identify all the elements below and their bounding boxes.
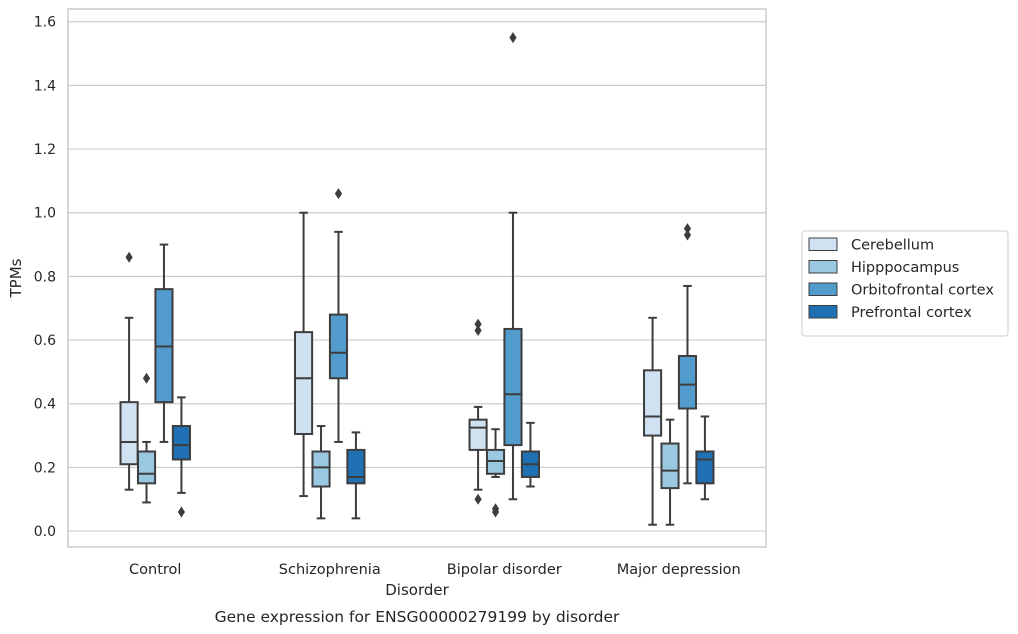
grid-lines xyxy=(68,21,766,532)
box-cerebellum-major-depression xyxy=(643,316,663,526)
box-iqr xyxy=(171,425,191,461)
box-hipppocampus-bipolar-disorder xyxy=(485,428,506,518)
x-tick-label: Schizophrenia xyxy=(279,562,381,578)
chart-caption: Gene expression for ENSG00000279199 by d… xyxy=(215,608,620,626)
x-tick-label: Control xyxy=(129,562,181,578)
outlier-point xyxy=(474,318,482,330)
box-iqr xyxy=(119,401,139,466)
x-tick-label: Bipolar disorder xyxy=(447,562,562,578)
y-tick-label: 0.2 xyxy=(34,460,56,476)
outlier-point xyxy=(142,372,151,384)
y-tick-label: 0.4 xyxy=(34,397,56,413)
x-tick-label: Major depression xyxy=(617,562,741,578)
box-cerebellum-control xyxy=(119,251,139,491)
box-iqr xyxy=(677,354,698,410)
box-iqr xyxy=(660,442,680,490)
box-iqr xyxy=(136,450,157,485)
box-cerebellum-bipolar-disorder xyxy=(468,318,488,505)
y-tick-label: 0.6 xyxy=(34,333,56,349)
y-tick-label: 1.2 xyxy=(34,142,56,158)
legend-label: Prefrontal cortex xyxy=(851,305,972,321)
box-hipppocampus-schizophrenia xyxy=(311,425,331,520)
box-prefrontal-cortex-major-depression xyxy=(695,415,715,501)
outlier-point xyxy=(474,325,482,337)
legend-swatch xyxy=(808,260,838,274)
legend: Cerebellum Hipppocampus Orbitofrontal cort… xyxy=(801,230,1009,337)
box-iqr xyxy=(695,450,715,485)
box-iqr xyxy=(346,448,366,485)
outlier-point xyxy=(334,188,343,200)
box-orbitofrontal-cortex-schizophrenia xyxy=(328,188,349,443)
x-tick-labels: Control Schizophrenia Bipolar disorder Majo… xyxy=(129,562,741,578)
y-tick-label: 1.6 xyxy=(34,15,56,31)
box-iqr xyxy=(294,331,314,435)
y-tick-label: 0.0 xyxy=(34,524,56,540)
box-iqr xyxy=(311,450,331,488)
outlier-point xyxy=(125,251,133,263)
y-tick-labels: 0.0 0.2 0.4 0.6 0.8 1.0 1.2 1.4 1.6 xyxy=(34,15,56,540)
outlier-point xyxy=(509,32,517,44)
box-iqr xyxy=(328,313,349,380)
legend-label: Cerebellum xyxy=(851,238,934,254)
box-iqr xyxy=(503,327,523,447)
plot-frame xyxy=(67,8,767,548)
box-prefrontal-cortex-schizophrenia xyxy=(346,431,366,520)
box-iqr xyxy=(468,418,488,451)
legend-swatch xyxy=(808,282,838,296)
box-orbitofrontal-cortex-control xyxy=(154,243,174,443)
legend-swatch xyxy=(808,237,838,251)
outlier-point xyxy=(683,223,692,235)
box-iqr xyxy=(643,369,663,437)
outlier-point xyxy=(491,506,500,518)
legend-swatch xyxy=(808,305,838,319)
x-axis-label: Disorder xyxy=(385,581,449,599)
y-axis-label: TPMs xyxy=(7,258,25,298)
outlier-point xyxy=(683,229,692,241)
outlier-point xyxy=(474,493,482,505)
legend-label: Orbitofrontal cortex xyxy=(851,283,994,299)
box-cerebellum-schizophrenia xyxy=(294,211,314,498)
box-orbitofrontal-cortex-major-depression xyxy=(677,223,698,485)
box-hipppocampus-control xyxy=(136,372,157,504)
y-tick-label: 1.4 xyxy=(34,78,56,94)
box-orbitofrontal-cortex-bipolar-disorder xyxy=(503,32,523,501)
box-hipppocampus-major-depression xyxy=(660,418,680,526)
y-tick-label: 0.8 xyxy=(34,269,56,285)
boxes xyxy=(119,32,715,526)
box-prefrontal-cortex-control xyxy=(171,396,191,518)
outlier-point xyxy=(177,506,186,518)
box-prefrontal-cortex-bipolar-disorder xyxy=(520,421,540,488)
legend-frame xyxy=(801,230,1009,337)
y-tick-label: 1.0 xyxy=(34,206,56,222)
legend-label: Hipppocampus xyxy=(851,260,959,276)
